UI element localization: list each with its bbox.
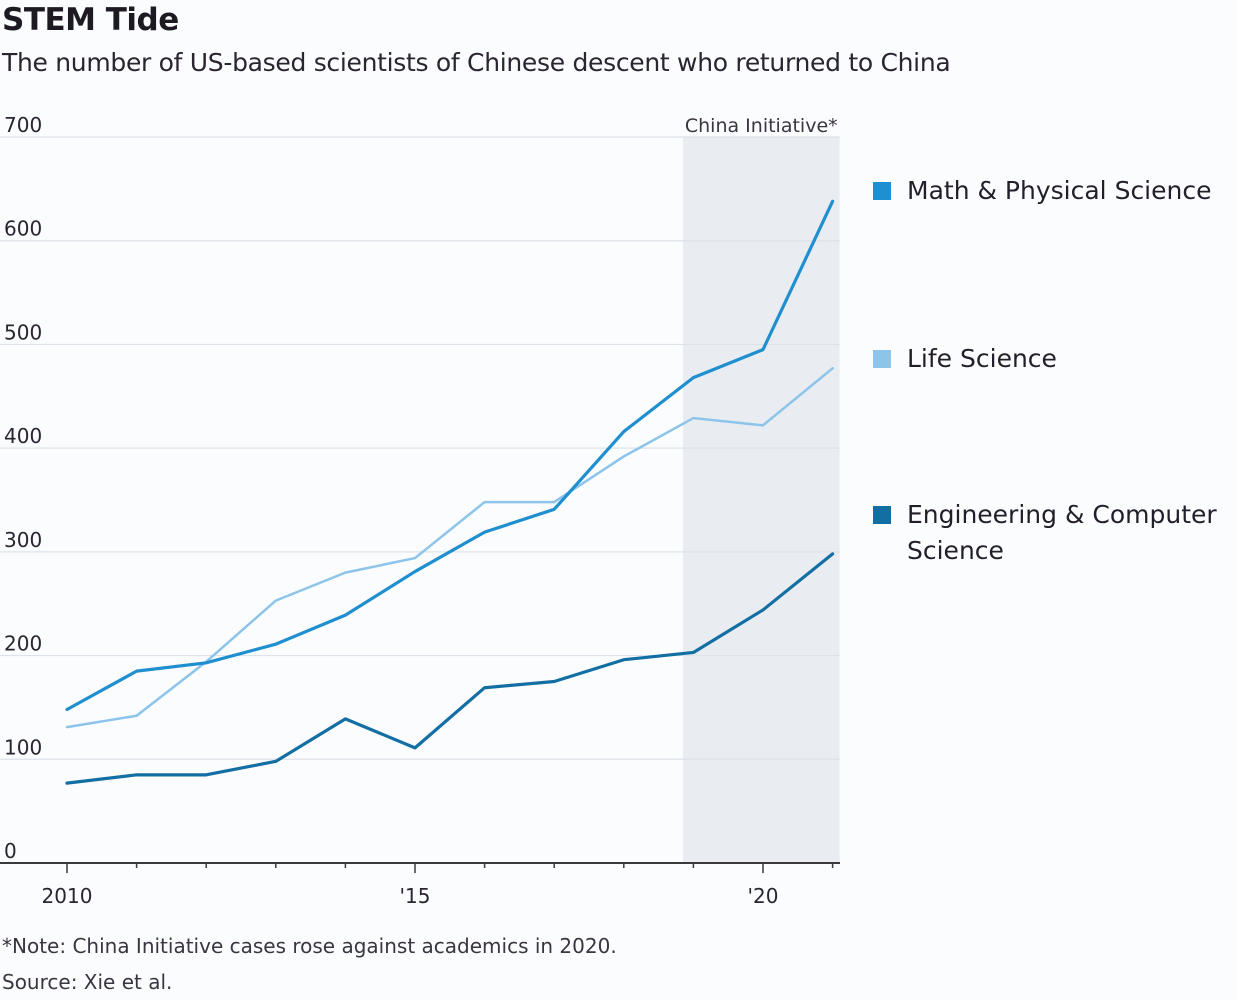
x-tick-label: '15 — [400, 884, 431, 908]
y-tick-label: 400 — [4, 424, 42, 448]
series-line-life-science — [65, 367, 834, 729]
y-tick-label: 200 — [4, 632, 42, 656]
x-tick-label: 2010 — [42, 884, 93, 908]
legend-label: Engineering & Computer Science — [907, 500, 1217, 565]
shaded-region — [682, 137, 840, 863]
legend-label: Life Science — [907, 344, 1057, 373]
y-tick-label: 300 — [4, 528, 42, 552]
y-tick-label: 500 — [4, 320, 42, 344]
series-line-engineering-computer-science — [65, 552, 835, 785]
chart-subtitle: The number of US-based scientists of Chi… — [2, 48, 951, 77]
y-tick-label: 0 — [4, 839, 17, 863]
legend-swatch — [873, 506, 891, 524]
legend-swatch — [873, 350, 891, 368]
y-tick-label: 600 — [4, 217, 42, 241]
y-tick-label: 700 — [4, 113, 42, 137]
source-note: Source: Xie et al. — [2, 970, 173, 994]
shaded-region-label: China Initiative* — [685, 115, 838, 137]
legend-swatch — [873, 182, 891, 200]
chart-title: STEM Tide — [2, 2, 179, 38]
legend-item: Engineering & Computer Science — [873, 497, 1233, 569]
footnote: *Note: China Initiative cases rose again… — [2, 934, 617, 958]
series-line-math-physical-science — [65, 199, 835, 712]
y-tick-label: 100 — [4, 735, 42, 759]
legend-item: Life Science — [873, 341, 1233, 377]
legend-item: Math & Physical Science — [873, 173, 1233, 209]
x-tick-label: '20 — [748, 884, 779, 908]
legend-label: Math & Physical Science — [907, 176, 1212, 205]
